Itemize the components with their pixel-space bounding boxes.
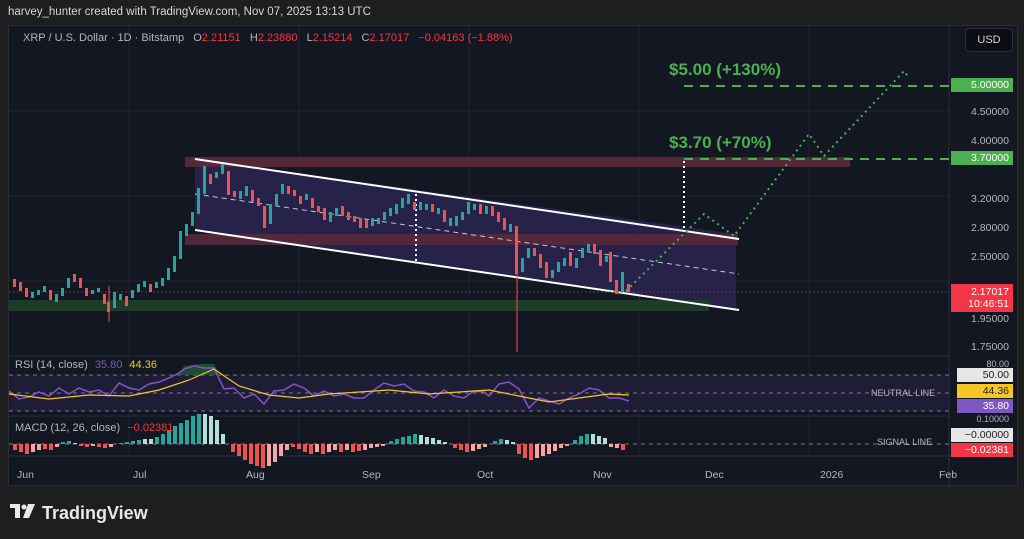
symbol-name[interactable]: XRP / U.S. Dollar · 1D · Bitstamp bbox=[23, 32, 185, 44]
rsi-ma-tag: 44.36 bbox=[957, 384, 1013, 398]
bar-countdown: 10:46:51 bbox=[968, 298, 1009, 310]
time-axis-label: Jun bbox=[17, 469, 34, 481]
time-axis-label: Jul bbox=[133, 469, 147, 481]
signal-line-label: SIGNAL LINE bbox=[877, 437, 933, 447]
high-value: 2.23880 bbox=[257, 32, 298, 44]
macd-value: −0.02381 bbox=[127, 422, 174, 434]
neutral-line-label: NEUTRAL LINE bbox=[871, 388, 936, 398]
price-axis-label: 4.50000 bbox=[971, 106, 1009, 118]
chart-frame[interactable]: XRP / U.S. Dollar · 1D · Bitstamp O2.211… bbox=[8, 25, 1019, 487]
macd-signal-tag: −0.00000 bbox=[951, 428, 1013, 442]
target-low-price-tag: 3.70000 bbox=[951, 151, 1013, 165]
macd-axis-top: 0.10000 bbox=[976, 414, 1009, 424]
time-axis-label: Sep bbox=[362, 469, 381, 481]
symbol-legend: XRP / U.S. Dollar · 1D · Bitstamp O2.211… bbox=[23, 32, 513, 44]
grid-lines bbox=[9, 26, 949, 456]
target-high-price-tag: 5.00000 bbox=[951, 78, 1013, 92]
support-zone bbox=[9, 300, 709, 311]
macd-histogram bbox=[13, 414, 625, 468]
projected-path bbox=[625, 69, 910, 292]
macd-title[interactable]: MACD (12, 26, close) bbox=[15, 422, 121, 434]
price-axis-label: 3.20000 bbox=[971, 193, 1009, 205]
price-axis-label: 4.00000 bbox=[971, 135, 1009, 147]
resistance-zone-mid bbox=[185, 234, 738, 245]
macd-legend: MACD (12, 26, close) −0.02381 bbox=[15, 422, 173, 434]
close-value: 2.17017 bbox=[369, 32, 410, 44]
price-axis-label: 1.75000 bbox=[971, 341, 1009, 353]
time-axis-label: Feb bbox=[939, 469, 958, 481]
candles bbox=[13, 164, 630, 352]
target-low-annotation: $3.70 (+70%) bbox=[669, 133, 772, 152]
rsi-value: 35.80 bbox=[94, 359, 123, 371]
time-axis-label: Aug bbox=[246, 469, 265, 481]
rsi-legend: RSI (14, close) 35.80 44.36 bbox=[15, 359, 157, 371]
last-price-tag: 2.17017 10:46:51 bbox=[951, 284, 1013, 312]
change-value: −0.04163 (−1.88%) bbox=[418, 32, 513, 44]
last-price-value: 2.17017 bbox=[971, 286, 1009, 298]
price-axis-label: 1.95000 bbox=[971, 313, 1009, 325]
low-value: 2.15214 bbox=[312, 32, 353, 44]
time-axis-label: Nov bbox=[593, 469, 612, 481]
rsi-line bbox=[9, 365, 630, 410]
resistance-zone-top bbox=[185, 157, 850, 167]
price-chart-canvas[interactable] bbox=[9, 26, 1019, 487]
rsi-mid-tag: 50.00 bbox=[957, 368, 1013, 382]
open-value: 2.21151 bbox=[201, 32, 241, 44]
brand-name: TradingView bbox=[42, 503, 148, 523]
chart-caption: harvey_hunter created with TradingView.c… bbox=[8, 6, 371, 18]
rsi-title[interactable]: RSI (14, close) bbox=[15, 359, 88, 371]
rsi-ma-value: 44.36 bbox=[129, 359, 157, 371]
time-axis-label: Oct bbox=[477, 469, 494, 481]
time-axis-label: 2026 bbox=[820, 469, 844, 481]
rsi-ma-line bbox=[9, 368, 630, 403]
time-axis-label: Dec bbox=[705, 469, 724, 481]
price-axis-label: 2.50000 bbox=[971, 251, 1009, 263]
rsi-axis-top: 80.00 bbox=[986, 359, 1009, 369]
macd-hist-tag: −0.02381 bbox=[951, 443, 1013, 457]
rsi-band bbox=[9, 375, 949, 411]
currency-button[interactable]: USD bbox=[965, 28, 1013, 52]
target-high-annotation: $5.00 (+130%) bbox=[669, 60, 781, 79]
tradingview-logo-icon bbox=[10, 503, 36, 524]
tradingview-brand[interactable]: TradingView bbox=[10, 503, 148, 524]
rsi-value-tag: 35.80 bbox=[957, 399, 1013, 413]
price-axis-label: 2.80000 bbox=[971, 222, 1009, 234]
